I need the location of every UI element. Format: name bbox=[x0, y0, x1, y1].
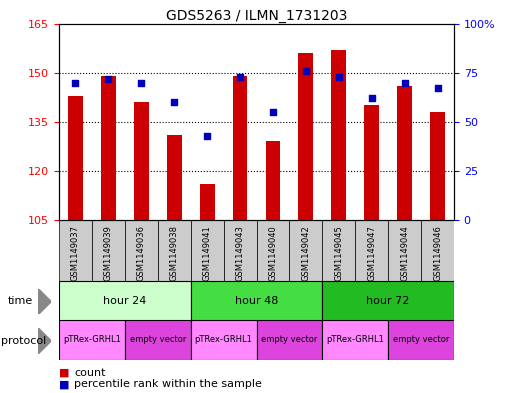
Bar bbox=[397, 86, 412, 220]
Bar bbox=[364, 105, 379, 220]
Point bbox=[302, 68, 310, 74]
Text: GSM1149045: GSM1149045 bbox=[334, 225, 343, 281]
Text: empty vector: empty vector bbox=[261, 336, 318, 344]
Bar bbox=[125, 220, 158, 281]
Text: ■: ■ bbox=[59, 367, 69, 378]
Point bbox=[401, 79, 409, 86]
Bar bbox=[59, 220, 92, 281]
Text: GSM1149037: GSM1149037 bbox=[71, 225, 80, 281]
Bar bbox=[388, 320, 454, 360]
Bar bbox=[322, 281, 454, 320]
Text: hour 24: hour 24 bbox=[103, 296, 147, 306]
Text: pTRex-GRHL1: pTRex-GRHL1 bbox=[194, 336, 252, 344]
Text: GSM1149042: GSM1149042 bbox=[301, 225, 310, 281]
Bar bbox=[299, 53, 313, 220]
Text: time: time bbox=[8, 296, 33, 307]
Point bbox=[433, 85, 442, 92]
Bar bbox=[191, 320, 256, 360]
Text: GSM1149038: GSM1149038 bbox=[170, 225, 179, 281]
Point bbox=[170, 99, 179, 105]
Point bbox=[269, 109, 277, 115]
Text: pTRex-GRHL1: pTRex-GRHL1 bbox=[63, 336, 121, 344]
Bar bbox=[68, 95, 83, 220]
Point bbox=[71, 79, 80, 86]
Bar bbox=[224, 220, 256, 281]
Bar bbox=[200, 184, 214, 220]
Text: GSM1149041: GSM1149041 bbox=[203, 225, 212, 281]
Bar bbox=[92, 220, 125, 281]
Bar bbox=[430, 112, 445, 220]
Bar bbox=[59, 320, 125, 360]
Bar bbox=[322, 320, 388, 360]
Point bbox=[368, 95, 376, 101]
Bar bbox=[388, 220, 421, 281]
Text: count: count bbox=[74, 367, 106, 378]
Text: GSM1149036: GSM1149036 bbox=[137, 225, 146, 281]
Bar bbox=[125, 320, 191, 360]
Bar bbox=[158, 220, 191, 281]
Text: GSM1149047: GSM1149047 bbox=[367, 225, 376, 281]
Bar bbox=[191, 281, 322, 320]
Bar bbox=[59, 281, 191, 320]
Bar bbox=[256, 320, 322, 360]
Bar bbox=[322, 220, 355, 281]
Bar bbox=[101, 76, 116, 220]
Text: protocol: protocol bbox=[1, 336, 46, 346]
Bar bbox=[191, 220, 224, 281]
Text: percentile rank within the sample: percentile rank within the sample bbox=[74, 379, 262, 389]
Polygon shape bbox=[38, 328, 51, 354]
Text: GSM1149039: GSM1149039 bbox=[104, 225, 113, 281]
Bar bbox=[167, 135, 182, 220]
Bar bbox=[256, 220, 289, 281]
Text: empty vector: empty vector bbox=[130, 336, 186, 344]
Text: GSM1149040: GSM1149040 bbox=[268, 225, 278, 281]
Text: pTRex-GRHL1: pTRex-GRHL1 bbox=[326, 336, 384, 344]
Title: GDS5263 / ILMN_1731203: GDS5263 / ILMN_1731203 bbox=[166, 9, 347, 22]
Text: GSM1149046: GSM1149046 bbox=[433, 225, 442, 281]
Bar bbox=[331, 50, 346, 220]
Text: hour 72: hour 72 bbox=[366, 296, 410, 306]
Bar bbox=[232, 76, 247, 220]
Point bbox=[203, 132, 211, 139]
Text: GSM1149044: GSM1149044 bbox=[400, 225, 409, 281]
Bar bbox=[421, 220, 454, 281]
Point bbox=[334, 73, 343, 80]
Point bbox=[236, 73, 244, 80]
Text: hour 48: hour 48 bbox=[235, 296, 278, 306]
Text: GSM1149043: GSM1149043 bbox=[235, 225, 245, 281]
Polygon shape bbox=[38, 289, 51, 314]
Text: ■: ■ bbox=[59, 379, 69, 389]
Point bbox=[104, 75, 112, 82]
Point bbox=[137, 79, 145, 86]
Bar bbox=[134, 102, 149, 220]
Text: empty vector: empty vector bbox=[393, 336, 449, 344]
Bar bbox=[289, 220, 322, 281]
Bar bbox=[266, 141, 281, 220]
Bar bbox=[355, 220, 388, 281]
